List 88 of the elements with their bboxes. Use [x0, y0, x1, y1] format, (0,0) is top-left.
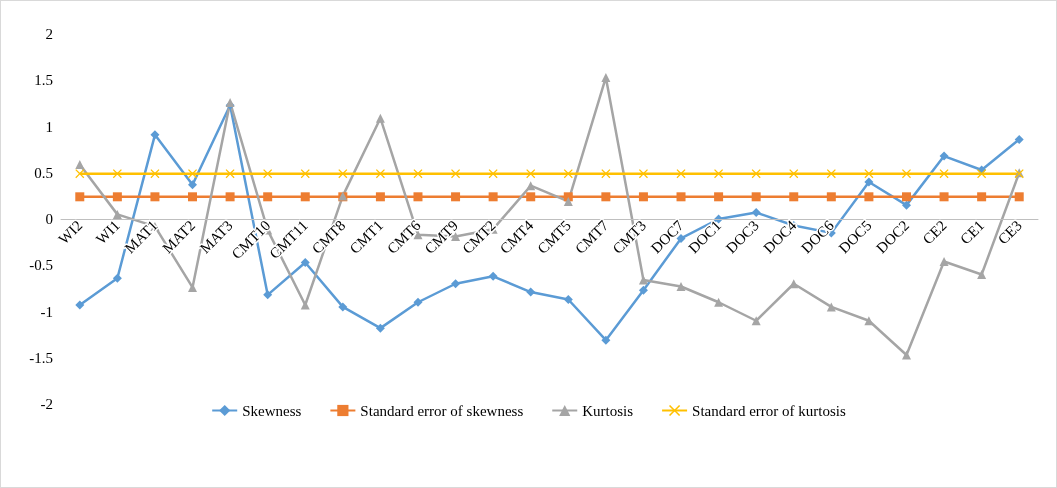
point — [638, 285, 648, 295]
point — [451, 192, 461, 202]
point — [413, 297, 423, 307]
y-tick-label: 1 — [45, 118, 53, 135]
point — [751, 169, 761, 179]
point — [338, 302, 348, 312]
point — [150, 130, 160, 140]
point — [864, 177, 874, 187]
y-tick-label: 1.5 — [34, 72, 53, 89]
point — [413, 169, 423, 179]
x-tick-label: CE1 — [957, 217, 988, 248]
x-tick-label: CE2 — [919, 217, 950, 248]
point — [676, 282, 686, 292]
point — [751, 208, 761, 218]
point — [601, 169, 611, 179]
point — [188, 169, 198, 179]
point — [112, 192, 122, 202]
point — [676, 169, 686, 179]
legend-label: Standard error of skewness — [360, 402, 524, 419]
point — [601, 192, 611, 202]
point — [526, 287, 536, 297]
point — [375, 113, 385, 123]
point — [864, 169, 874, 179]
point — [150, 169, 160, 179]
point — [563, 196, 573, 206]
point — [1014, 134, 1024, 144]
x-tick-label: WI1 — [92, 217, 124, 248]
point — [488, 192, 498, 202]
point — [75, 192, 85, 202]
point — [676, 192, 686, 202]
point — [488, 169, 498, 179]
point — [112, 209, 122, 219]
point — [188, 192, 198, 202]
point — [638, 169, 648, 179]
legend-label: Standard error of kurtosis — [692, 402, 846, 419]
y-tick-label: 2 — [45, 26, 53, 42]
point — [225, 169, 235, 179]
point — [300, 192, 310, 202]
point — [901, 169, 911, 179]
point — [826, 192, 836, 202]
point — [977, 192, 987, 202]
point — [526, 192, 536, 202]
point — [338, 169, 348, 179]
point — [263, 192, 273, 202]
point — [789, 192, 799, 202]
y-tick-label: 0.5 — [34, 164, 53, 181]
point — [714, 192, 724, 202]
y-tick-label: 0 — [45, 211, 53, 227]
point — [263, 290, 273, 300]
point — [112, 273, 122, 283]
legend-label: Skewness — [242, 402, 302, 419]
point — [188, 180, 198, 190]
legend-label: Kurtosis — [582, 402, 634, 419]
point — [751, 192, 761, 202]
point — [75, 300, 85, 310]
point — [375, 192, 385, 202]
point — [300, 257, 310, 267]
point — [939, 169, 949, 179]
y-tick-label: -1.5 — [29, 349, 53, 366]
point — [451, 279, 461, 289]
point — [488, 271, 498, 281]
point — [601, 72, 611, 82]
y-tick-label: -2 — [40, 396, 53, 412]
point — [601, 335, 611, 345]
point — [939, 192, 949, 202]
point — [451, 169, 461, 179]
x-tick-label: CE3 — [994, 217, 1025, 248]
point — [300, 300, 310, 310]
point — [939, 257, 949, 267]
point — [901, 192, 911, 202]
point — [413, 192, 423, 202]
point — [638, 192, 648, 202]
point — [939, 151, 949, 161]
x-tick-label: WI2 — [55, 217, 86, 248]
point — [563, 294, 573, 304]
point — [864, 192, 874, 202]
point — [977, 270, 987, 279]
point — [1014, 192, 1024, 202]
point — [75, 169, 85, 179]
y-tick-label: -1 — [40, 303, 53, 320]
y-tick-label: -0.5 — [29, 257, 53, 274]
point — [864, 316, 874, 326]
point — [150, 192, 160, 202]
point — [901, 200, 911, 210]
point — [225, 192, 235, 202]
point — [75, 159, 85, 169]
point — [375, 323, 385, 333]
point — [714, 297, 724, 307]
